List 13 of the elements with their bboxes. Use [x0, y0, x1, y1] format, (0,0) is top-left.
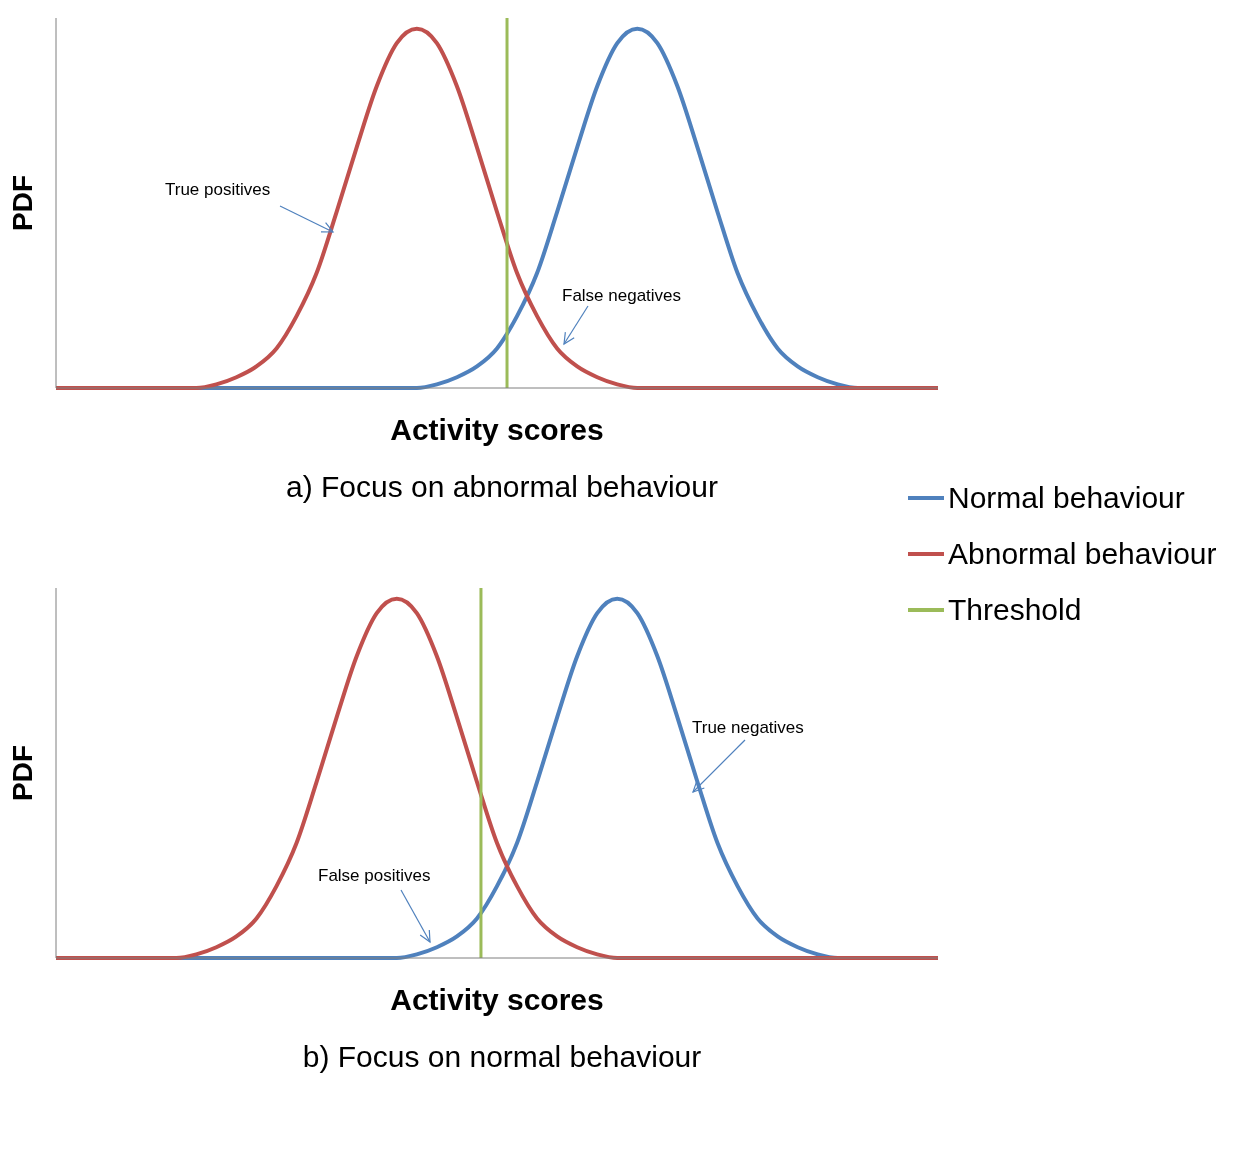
y-axis-title: PDF — [6, 175, 38, 231]
y-axis-title: PDF — [6, 745, 38, 801]
x-axis-title: Activity scores — [390, 413, 604, 446]
legend-label: Abnormal behaviour — [948, 537, 1217, 571]
text: b) Focus on normal behaviour — [301, 1040, 703, 1074]
annotation: True negatives — [692, 718, 804, 738]
legend-label: Normal behaviour — [948, 481, 1185, 515]
text: a) Focus on abnormal behaviour — [285, 470, 719, 504]
text: Threshold — [948, 593, 1082, 626]
x-axis-title: Activity scores — [390, 983, 604, 1016]
annotation: False negatives — [562, 286, 682, 306]
annotation: True positives — [165, 180, 271, 200]
annotation: False positives — [318, 866, 431, 886]
